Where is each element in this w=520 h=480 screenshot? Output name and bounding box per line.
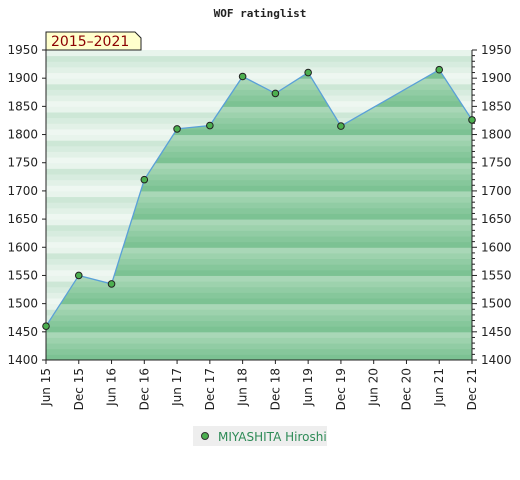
data-point[interactable]	[74, 271, 83, 280]
series-line	[46, 68, 472, 327]
x-tick-label: Dec 21	[465, 368, 479, 410]
data-point[interactable]	[304, 68, 312, 77]
legend-marker-icon	[201, 432, 209, 440]
y-tick-label-right: 1650	[481, 212, 512, 226]
x-tick-label: Dec 18	[268, 368, 282, 410]
y-tick-label-left: 1550	[7, 268, 38, 282]
y-tick-label-right: 1800	[481, 128, 512, 142]
chart-title: WOF ratinglist	[214, 7, 307, 20]
data-point[interactable]	[271, 89, 280, 98]
x-tick-label: Jun 19	[301, 368, 315, 407]
x-tick-label: Dec 15	[72, 368, 86, 410]
legend-label: MIYASHITA Hiroshi	[218, 430, 327, 444]
area-layer	[46, 68, 472, 360]
y-tick-label-right: 1400	[481, 353, 512, 367]
data-point[interactable]	[206, 121, 214, 130]
data-point[interactable]	[140, 175, 149, 184]
axes: 1400 1400 1450 1450 1500 1500 1550 1550 1600 1600…	[7, 43, 511, 410]
data-point[interactable]	[337, 122, 345, 130]
data-point[interactable]	[468, 116, 476, 124]
y-tick-label-left: 1750	[7, 156, 38, 170]
year-range-label: 2015–2021	[51, 34, 129, 50]
y-tick-label-right: 1700	[481, 184, 512, 198]
y-tick-label-left: 1650	[7, 212, 38, 226]
x-tick-label: Jun 17	[170, 368, 184, 407]
x-tick-label: Jun 18	[236, 368, 250, 407]
year-range-badge: 2015–2021	[45, 31, 142, 51]
legend[interactable]: MIYASHITA Hiroshi	[193, 426, 327, 446]
data-point[interactable]	[42, 322, 50, 330]
y-tick-label-right: 1900	[481, 71, 512, 85]
x-tick-label: Jun 20	[367, 368, 381, 407]
x-tick-label: Jun 16	[105, 368, 119, 407]
y-tick-label-left: 1900	[7, 71, 38, 85]
y-tick-label-left: 1700	[7, 184, 38, 198]
y-tick-label-left: 1500	[7, 297, 38, 311]
y-tick-label-left: 1450	[7, 325, 38, 339]
y-tick-label-right: 1600	[481, 240, 512, 254]
area-fill	[46, 69, 472, 360]
data-points	[42, 65, 476, 330]
x-tick-label: Dec 20	[399, 368, 413, 410]
y-tick-label-left: 1850	[7, 99, 38, 113]
y-tick-label-left: 1400	[7, 353, 38, 367]
y-tick-label-right: 1750	[481, 156, 512, 170]
y-tick-label-right: 1500	[481, 297, 512, 311]
x-tick-label: Dec 19	[334, 368, 348, 410]
data-point[interactable]	[107, 280, 116, 288]
data-point[interactable]	[173, 125, 181, 133]
y-tick-label-right: 1850	[481, 99, 512, 113]
y-tick-label-right: 1550	[481, 268, 512, 282]
y-tick-label-left: 1800	[7, 128, 38, 142]
x-tick-label: Jun 15	[39, 368, 53, 407]
y-tick-label-right: 1450	[481, 325, 512, 339]
data-point[interactable]	[238, 72, 247, 81]
y-tick-label-left: 1600	[7, 240, 38, 254]
data-point[interactable]	[435, 65, 444, 74]
y-tick-label-left: 1950	[7, 43, 38, 57]
x-tick-label: Jun 21	[432, 368, 446, 407]
x-tick-label: Dec 17	[203, 368, 217, 410]
x-tick-label: Dec 16	[137, 368, 151, 410]
y-tick-label-right: 1950	[481, 43, 512, 57]
